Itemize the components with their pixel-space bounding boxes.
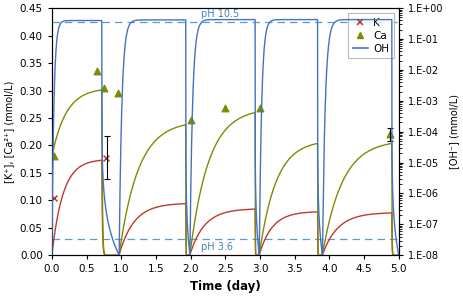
Legend: K, Ca, OH: K, Ca, OH <box>348 13 394 58</box>
X-axis label: Time (day): Time (day) <box>190 280 261 293</box>
Y-axis label: [K⁺], [Ca²⁺] (mmol/L): [K⁺], [Ca²⁺] (mmol/L) <box>4 80 14 183</box>
Point <box>222 106 229 110</box>
Point <box>50 154 58 159</box>
Text: pH 3.6: pH 3.6 <box>201 242 233 252</box>
Point <box>93 69 100 74</box>
Point <box>115 91 122 96</box>
Point <box>387 132 394 137</box>
Point <box>50 195 58 200</box>
Point <box>100 86 107 90</box>
Point <box>102 155 110 160</box>
Point <box>187 118 194 123</box>
Y-axis label: [OH⁻] (mmol/L): [OH⁻] (mmol/L) <box>449 94 459 169</box>
Point <box>257 106 264 110</box>
Text: pH 10.5: pH 10.5 <box>201 9 239 19</box>
